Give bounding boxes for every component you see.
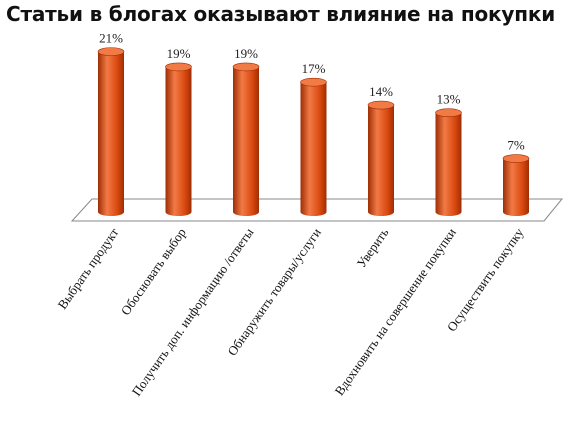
bar-body bbox=[233, 66, 259, 216]
bar-4 bbox=[300, 77, 327, 216]
bar-body bbox=[165, 66, 192, 216]
bar-2 bbox=[165, 62, 192, 216]
bar-body bbox=[368, 105, 394, 216]
bar-6 bbox=[435, 108, 462, 216]
bar-body bbox=[300, 82, 327, 216]
category-label-3: Получить доп. информацию /ответы bbox=[129, 225, 257, 399]
bar-body bbox=[435, 112, 462, 216]
bar-top bbox=[435, 108, 462, 118]
bar-1 bbox=[97, 47, 125, 216]
bar-top bbox=[97, 47, 125, 56]
chart-title: Статьи в блогах оказывают влияние на пок… bbox=[6, 2, 556, 26]
value-label-4: 17% bbox=[302, 61, 326, 76]
bar-top bbox=[502, 154, 530, 163]
value-label-1: 21% bbox=[99, 31, 123, 46]
bar-5 bbox=[367, 100, 395, 216]
bar-top bbox=[165, 62, 192, 72]
bar-body bbox=[503, 158, 529, 216]
category-label-1: Выбрать продукт bbox=[54, 225, 121, 312]
bar-7 bbox=[502, 154, 530, 216]
value-label-5: 14% bbox=[369, 84, 393, 99]
value-label-2: 19% bbox=[167, 46, 191, 61]
category-label-7: Осуществить покупку bbox=[444, 225, 527, 335]
value-label-7: 7% bbox=[507, 138, 525, 153]
value-label-6: 13% bbox=[437, 92, 461, 107]
bar-3 bbox=[232, 62, 260, 216]
category-label-2: Обосновать выбор bbox=[118, 225, 189, 318]
bar-top bbox=[300, 77, 327, 87]
bar-top bbox=[232, 62, 260, 72]
category-label-5: Уверить bbox=[354, 225, 392, 270]
value-label-3: 19% bbox=[234, 46, 258, 61]
bar-top bbox=[367, 100, 395, 110]
category-label-6: Вдохновить на совершение покупки bbox=[332, 225, 459, 398]
bar-body bbox=[98, 51, 124, 216]
